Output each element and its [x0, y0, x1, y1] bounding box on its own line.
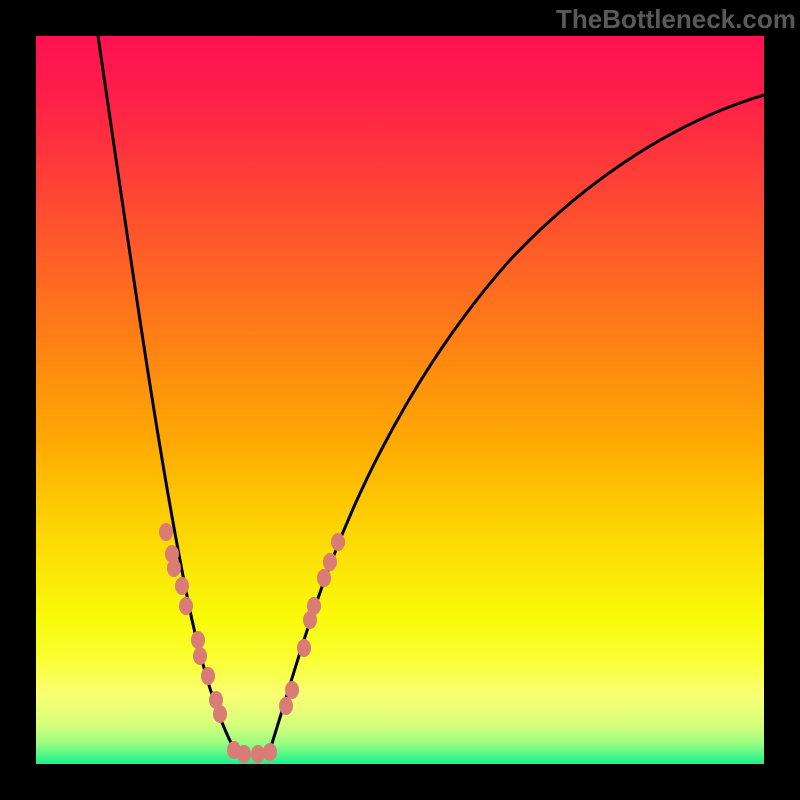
data-marker	[179, 597, 193, 615]
plot-area	[36, 36, 764, 764]
chart-svg	[0, 0, 800, 800]
data-marker	[317, 569, 331, 587]
data-marker	[251, 745, 265, 763]
data-marker	[279, 697, 293, 715]
data-marker	[159, 523, 173, 541]
data-marker	[297, 639, 311, 657]
chart-container: TheBottleneck.com	[0, 0, 800, 800]
data-marker	[285, 681, 299, 699]
data-marker	[167, 559, 181, 577]
data-marker	[263, 743, 277, 761]
data-marker	[323, 553, 337, 571]
data-marker	[331, 533, 345, 551]
data-marker	[213, 705, 227, 723]
data-marker	[191, 631, 205, 649]
data-marker	[237, 745, 251, 763]
watermark-text: TheBottleneck.com	[556, 4, 796, 35]
data-marker	[201, 667, 215, 685]
data-marker	[175, 577, 189, 595]
data-marker	[193, 647, 207, 665]
data-marker	[307, 597, 321, 615]
